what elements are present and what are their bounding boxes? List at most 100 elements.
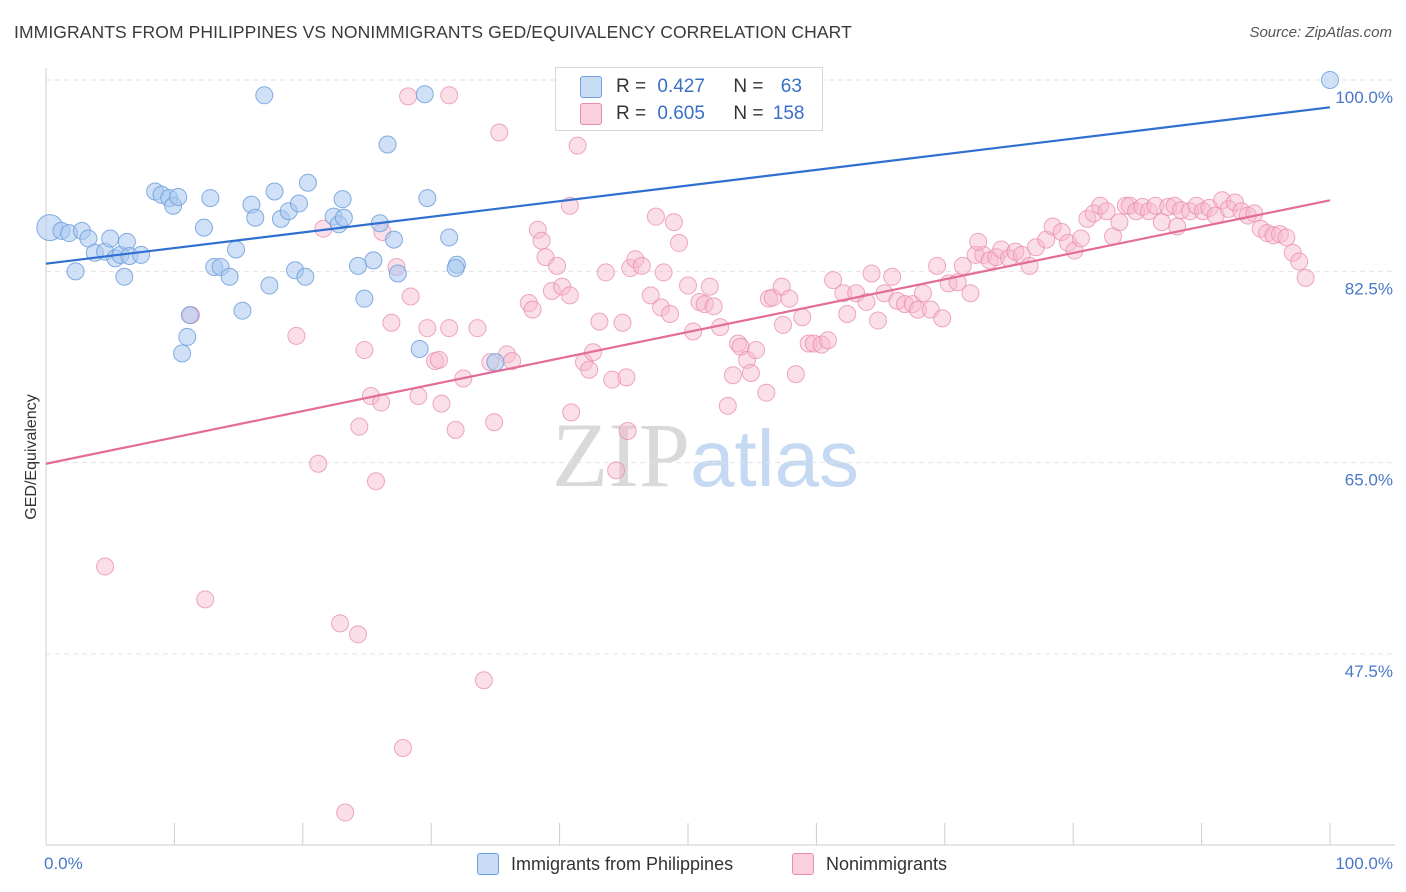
nonimmigrants-point [590,312,609,331]
philippines-point [178,327,197,346]
nonimmigrants-point [287,326,306,345]
nonimmigrants-point [548,256,567,275]
nonimmigrants-point [969,232,988,251]
nonimmigrants-point [309,454,328,473]
nonimmigrants-point [641,286,660,305]
nonimmigrants-point [621,259,640,278]
nonimmigrants-point [804,334,823,353]
x-tick-label: 0.0% [44,854,83,873]
philippines-point [115,267,134,286]
nonimmigrants-point [1097,202,1116,221]
nonimmigrants-point [366,472,385,491]
nonimmigrants-point [908,300,927,319]
philippines-point [227,240,246,259]
stats-legend: R = 0.427 N = 63 R = 0.605 N = 158 [555,67,823,131]
nonimmigrants-point [446,420,465,439]
philippines-point [1321,71,1339,89]
philippines-point [333,190,352,209]
nonimmigrants-point [961,284,980,303]
watermark-atlas: atlas [690,414,859,503]
nonimmigrants-point [654,263,673,282]
philippines-point [132,245,151,264]
nonimmigrants-point [401,287,420,306]
trend-lines [45,106,1331,465]
nonimmigrants-point [723,366,742,385]
philippines-point [289,194,308,213]
legend-item-philippines[interactable]: Immigrants from Philippines [477,852,733,876]
nonimmigrants-point [1277,228,1296,247]
philippines-legend-label: Immigrants from Philippines [511,853,734,874]
nonimmigrants-point [1052,222,1071,241]
nonimmigrants-point [562,403,581,422]
nonimmigrants-point [617,368,636,387]
nonimmigrants-point [490,123,509,142]
philippines-point [384,230,403,249]
philippines-point [410,339,429,358]
stats-legend-row-philippines: R = 0.427 N = 63 [580,75,802,99]
nonimmigrants-point [1026,238,1045,257]
nonimmigrants-point [607,461,626,480]
philippines-legend-swatch [477,853,499,875]
nonimmigrants-point [1296,268,1315,287]
nonimmigrants-point [355,341,374,360]
philippines-point [418,189,437,208]
philippines-point [446,259,465,278]
legend-item-nonimmigrants[interactable]: Nonimmigrants [792,852,947,876]
grid-lines [46,79,1395,655]
nonimmigrants-legend-label: Nonimmigrants [826,853,948,874]
nonimmigrants-point [532,231,551,250]
nonimmigrants-point [1037,230,1056,249]
philippines-point [265,182,284,201]
nonimmigrants-point [350,417,369,436]
philippines-point [201,189,220,208]
nonimmigrants-point [432,394,451,413]
philippines-point [298,173,317,192]
nonimmigrants-point [883,267,902,286]
nonimmigrants-point [418,319,437,338]
n-label: N = [733,103,764,124]
nonimmigrants-point [618,421,637,440]
nonimmigrants-point [838,304,857,323]
nonimmigrants-point [729,334,748,353]
nonimmigrants-point [349,625,368,644]
nonimmigrants-point [568,136,587,155]
nonimmigrants-point [196,590,215,609]
axes [45,68,1395,846]
nonimmigrants-point [485,413,504,432]
nonimmigrants-point [603,370,622,389]
n-value-nonimmigrants: 158 [772,103,805,124]
nonimmigrants-point [695,295,714,314]
nonimmigrants-point [440,319,459,338]
r-value-philippines: 0.427 [657,76,705,97]
philippines-point [169,187,188,206]
philippines-point [220,267,239,286]
nonimmigrants-point [560,286,579,305]
philippines-point [173,344,192,363]
philippines-point [355,289,374,308]
nonimmigrants-point [626,250,645,269]
philippines-point [296,267,315,286]
axis-labels: 47.5% 65.0% 82.5% 100.0% 0.0% 100.0% GED/Equiv… [23,88,1393,873]
x-tick-label: 100.0% [1335,854,1393,873]
nonimmigrants-point [757,383,776,402]
philippines-point [101,229,120,248]
nonimmigrants-point [786,365,805,384]
nonimmigrants-point [664,213,683,232]
nonimmigrants-point [580,360,599,379]
y-tick-label: 47.5% [1345,662,1393,681]
philippines-trend-line [45,106,1331,265]
philippines-point [233,301,252,320]
nonimmigrants-point [1071,229,1090,248]
y-axis-label: GED/Equivalency [23,394,40,519]
n-label: N = [733,76,764,97]
philippines-point [334,208,353,227]
nonimmigrants-point [1290,252,1309,271]
nonimmigrants-point [661,304,680,323]
source-label: Source: ZipAtlas.com [1249,24,1392,41]
nonimmigrants-point [913,284,932,303]
philippines-point [378,135,397,154]
nonimmigrants-point [966,245,985,264]
nonimmigrants-point [646,207,665,226]
nonimmigrants-point [869,311,888,330]
